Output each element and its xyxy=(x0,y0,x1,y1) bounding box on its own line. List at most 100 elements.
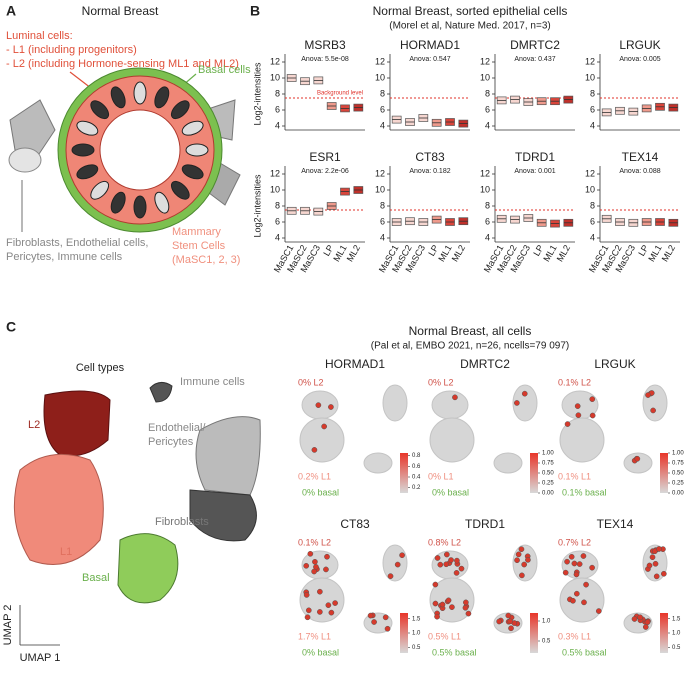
umap-cell-types xyxy=(13,382,261,646)
y-tick-label: 4 xyxy=(485,120,490,130)
expressing-cell xyxy=(384,625,391,632)
pct-l1: 0.2% L1 xyxy=(298,471,331,481)
expressing-cell xyxy=(583,581,589,588)
pct-l2: 0% L2 xyxy=(428,377,454,387)
y-tick-label: 12 xyxy=(375,168,385,178)
expressing-cell xyxy=(505,612,512,619)
y-tick-label: 12 xyxy=(480,168,490,178)
expressing-cell xyxy=(521,390,528,397)
nucleus xyxy=(181,120,204,136)
expressing-cell xyxy=(434,555,441,561)
cluster-label: Endothelial/ xyxy=(148,422,206,434)
expressing-cell xyxy=(463,599,469,606)
anova-label: Anova: 5.5e-08 xyxy=(301,56,349,63)
cluster-basal xyxy=(117,533,179,604)
expressing-cell xyxy=(307,550,314,557)
expressing-cell xyxy=(449,604,455,610)
expressing-cell xyxy=(321,423,327,430)
gene-title: DMRTC2 xyxy=(510,38,560,52)
expressing-cell xyxy=(443,561,450,568)
stem-text: (MaSC1, 2, 3) xyxy=(172,254,240,266)
y-tick-label: 4 xyxy=(590,232,595,242)
expressing-cell xyxy=(303,562,310,569)
expressing-cell xyxy=(437,561,444,568)
x-tick-label: LP xyxy=(531,243,545,258)
nucleus xyxy=(185,143,209,157)
colorbar xyxy=(660,453,668,493)
colorbar-tick-label: 0.00 xyxy=(542,491,554,497)
expressing-cell xyxy=(311,568,317,575)
panel-title: Normal Breast, all cells xyxy=(409,324,532,338)
expressing-cell xyxy=(394,561,401,568)
y-tick-label: 6 xyxy=(590,216,595,226)
expressing-cell xyxy=(305,607,312,614)
expressing-cell xyxy=(637,614,643,621)
expressing-cell xyxy=(525,557,531,563)
luminal-text: Luminal cells: xyxy=(6,30,73,42)
y-tick-label: 12 xyxy=(270,56,280,66)
anova-label: Anova: 0.182 xyxy=(409,168,450,175)
expressing-cell xyxy=(589,396,596,402)
expressing-cell xyxy=(589,412,596,419)
expressing-cell xyxy=(634,455,641,462)
colorbar-tick-label: 0.5 xyxy=(672,645,681,651)
nucleus xyxy=(133,81,147,105)
expressing-cell xyxy=(432,600,439,607)
panel-letter: B xyxy=(250,3,260,19)
colorbar-tick-label: 0.5 xyxy=(412,645,421,651)
cluster-immune xyxy=(149,382,173,403)
expressing-cell xyxy=(644,619,651,626)
expressing-cell xyxy=(382,614,389,621)
y-tick-label: 10 xyxy=(585,184,595,194)
nucleus xyxy=(170,100,190,120)
expressing-cell xyxy=(462,604,469,611)
y-tick-label: 8 xyxy=(485,88,490,98)
y-tick-label: 12 xyxy=(585,56,595,66)
expressing-cell xyxy=(521,561,528,568)
y-tick-label: 4 xyxy=(590,120,595,130)
anova-label: Anova: 0.547 xyxy=(409,56,450,63)
pct-basal: 0% basal xyxy=(302,647,339,657)
stem-text: Stem Cells xyxy=(172,240,226,252)
x-tick-label: ML2 xyxy=(660,243,677,263)
pct-basal: 0.5% basal xyxy=(562,647,607,657)
expressing-cell xyxy=(514,557,520,564)
gene-title: LRGUK xyxy=(619,38,660,52)
y-tick-label: 10 xyxy=(270,72,280,82)
gene-title: HORMAD1 xyxy=(325,357,385,371)
y-tick-label: 8 xyxy=(275,200,280,210)
expressing-cell xyxy=(581,599,587,606)
expressing-cell xyxy=(595,608,602,614)
expressing-cell xyxy=(507,618,514,625)
colorbar-tick-label: 0.6 xyxy=(412,464,421,470)
y-tick-label: 4 xyxy=(485,232,490,242)
colorbar xyxy=(400,453,408,493)
nucleus xyxy=(154,86,170,109)
expressing-cell xyxy=(656,546,662,552)
expressing-cell xyxy=(573,590,580,597)
expressing-cell xyxy=(508,625,514,632)
umap-cluster xyxy=(559,577,605,623)
expressing-cell xyxy=(317,588,323,595)
cluster-label: Basal xyxy=(82,572,110,584)
gene-title: TEX14 xyxy=(597,517,634,531)
expressing-cell xyxy=(573,571,580,578)
y-tick-label: 4 xyxy=(275,120,280,130)
cluster-label: Fibroblasts xyxy=(155,516,209,528)
expressing-cell xyxy=(371,619,377,625)
y-tick-label: 8 xyxy=(485,200,490,210)
expressing-cell xyxy=(448,557,454,563)
stem-text: Mammary xyxy=(172,226,221,238)
cluster-fibroblasts xyxy=(189,489,257,542)
colorbar xyxy=(660,613,668,653)
panel-letter: A xyxy=(6,3,16,19)
y-tick-label: 4 xyxy=(380,232,385,242)
gene-title: CT83 xyxy=(340,517,370,531)
gene-title: TEX14 xyxy=(622,150,659,164)
nucleus xyxy=(71,143,95,157)
colorbar-tick-label: 0.2 xyxy=(412,485,421,491)
nucleus xyxy=(90,180,110,200)
umap-cluster xyxy=(431,390,469,420)
cluster-label: Immune cells xyxy=(180,376,245,388)
